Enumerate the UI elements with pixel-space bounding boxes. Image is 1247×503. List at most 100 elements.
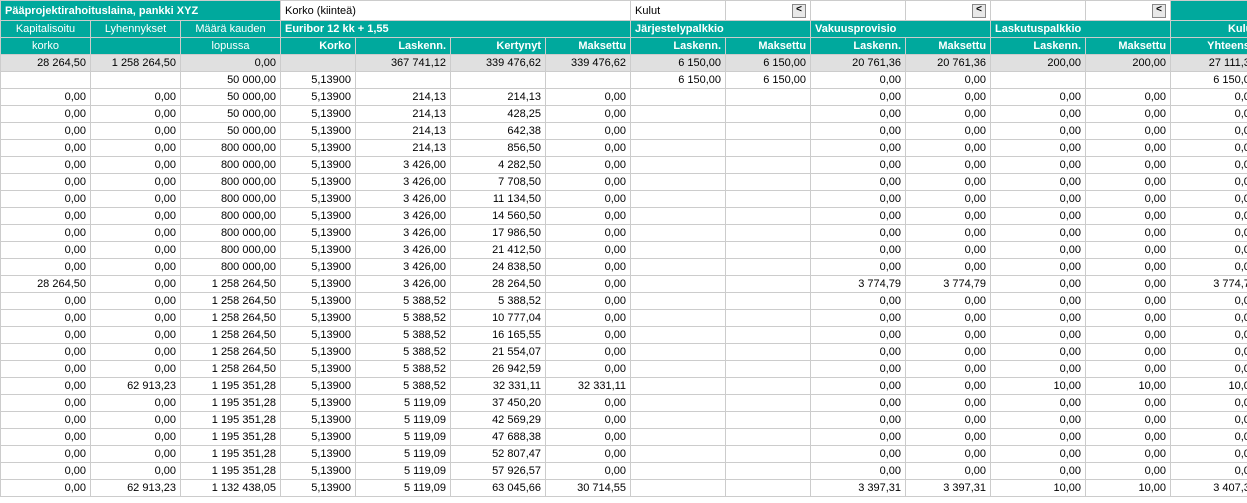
- data-cell[interactable]: [726, 361, 811, 378]
- data-cell[interactable]: 3 426,00: [356, 225, 451, 242]
- data-cell[interactable]: 0,00: [811, 463, 906, 480]
- data-cell[interactable]: 5,13900: [281, 106, 356, 123]
- data-cell[interactable]: 0,00: [91, 395, 181, 412]
- data-cell[interactable]: 0,00: [1086, 361, 1171, 378]
- data-cell[interactable]: 16 165,55: [451, 327, 546, 344]
- data-cell[interactable]: 0,00: [906, 225, 991, 242]
- data-cell[interactable]: 0,00: [1, 242, 91, 259]
- data-cell[interactable]: 0,00: [1, 140, 91, 157]
- data-cell[interactable]: [631, 361, 726, 378]
- data-cell[interactable]: 0,00: [991, 259, 1086, 276]
- data-cell[interactable]: [726, 395, 811, 412]
- data-cell[interactable]: 0,00: [1086, 344, 1171, 361]
- data-cell[interactable]: [631, 344, 726, 361]
- data-cell[interactable]: 1 258 264,50: [181, 310, 281, 327]
- data-cell[interactable]: 0,00: [546, 191, 631, 208]
- data-cell[interactable]: 0,00: [91, 293, 181, 310]
- data-cell[interactable]: 0,00: [991, 412, 1086, 429]
- data-cell[interactable]: 6 150,00: [726, 72, 811, 89]
- data-cell[interactable]: 5,13900: [281, 191, 356, 208]
- data-cell[interactable]: 57 926,57: [451, 463, 546, 480]
- data-cell[interactable]: 5 388,52: [356, 293, 451, 310]
- data-cell[interactable]: 5,13900: [281, 361, 356, 378]
- data-cell[interactable]: 11 134,50: [451, 191, 546, 208]
- data-cell[interactable]: 0,00: [811, 310, 906, 327]
- data-cell[interactable]: 0,00: [1171, 310, 1247, 327]
- data-cell[interactable]: 0,00: [91, 123, 181, 140]
- data-cell[interactable]: 0,00: [1171, 463, 1247, 480]
- data-cell[interactable]: [631, 174, 726, 191]
- data-cell[interactable]: 0,00: [1, 208, 91, 225]
- data-cell[interactable]: 0,00: [91, 89, 181, 106]
- data-cell[interactable]: 0,00: [1086, 106, 1171, 123]
- data-cell[interactable]: 0,00: [1171, 446, 1247, 463]
- data-cell[interactable]: 0,00: [546, 174, 631, 191]
- data-cell[interactable]: 5 119,09: [356, 463, 451, 480]
- data-cell[interactable]: 0,00: [1171, 191, 1247, 208]
- data-cell[interactable]: 3 426,00: [356, 191, 451, 208]
- data-cell[interactable]: [546, 72, 631, 89]
- data-cell[interactable]: 0,00: [91, 191, 181, 208]
- data-cell[interactable]: 0,00: [546, 293, 631, 310]
- data-cell[interactable]: 0,00: [1171, 327, 1247, 344]
- data-cell[interactable]: 5 388,52: [356, 310, 451, 327]
- data-cell[interactable]: 800 000,00: [181, 259, 281, 276]
- data-cell[interactable]: 0,00: [811, 429, 906, 446]
- data-cell[interactable]: 0,00: [906, 310, 991, 327]
- data-cell[interactable]: 3 397,31: [811, 480, 906, 497]
- data-cell[interactable]: 0,00: [991, 327, 1086, 344]
- data-cell[interactable]: 0,00: [91, 361, 181, 378]
- data-cell[interactable]: 0,00: [991, 106, 1086, 123]
- data-cell[interactable]: 214,13: [451, 89, 546, 106]
- data-cell[interactable]: [631, 157, 726, 174]
- data-cell[interactable]: [726, 191, 811, 208]
- data-cell[interactable]: 0,00: [1086, 412, 1171, 429]
- data-cell[interactable]: 0,00: [546, 310, 631, 327]
- data-cell[interactable]: 0,00: [1, 259, 91, 276]
- data-cell[interactable]: 214,13: [356, 106, 451, 123]
- data-cell[interactable]: 0,00: [991, 157, 1086, 174]
- data-cell[interactable]: 0,00: [1, 293, 91, 310]
- data-cell[interactable]: 5,13900: [281, 89, 356, 106]
- collapse-icon[interactable]: <: [792, 4, 806, 18]
- data-cell[interactable]: 5,13900: [281, 463, 356, 480]
- data-cell[interactable]: 800 000,00: [181, 140, 281, 157]
- data-cell[interactable]: 3 426,00: [356, 174, 451, 191]
- data-cell[interactable]: 0,00: [546, 429, 631, 446]
- data-cell[interactable]: 0,00: [1086, 191, 1171, 208]
- data-cell[interactable]: 0,00: [906, 327, 991, 344]
- data-cell[interactable]: 0,00: [546, 157, 631, 174]
- data-cell[interactable]: 0,00: [1, 225, 91, 242]
- data-cell[interactable]: 0,00: [906, 395, 991, 412]
- data-cell[interactable]: 3 774,79: [906, 276, 991, 293]
- data-cell[interactable]: 5,13900: [281, 378, 356, 395]
- data-cell[interactable]: 28 264,50: [451, 276, 546, 293]
- data-cell[interactable]: [631, 140, 726, 157]
- data-cell[interactable]: 0,00: [1171, 106, 1247, 123]
- data-cell[interactable]: 5,13900: [281, 174, 356, 191]
- data-cell[interactable]: 800 000,00: [181, 242, 281, 259]
- data-cell[interactable]: 0,00: [546, 395, 631, 412]
- data-cell[interactable]: 0,00: [991, 276, 1086, 293]
- data-cell[interactable]: 0,00: [1171, 344, 1247, 361]
- data-cell[interactable]: 5,13900: [281, 208, 356, 225]
- data-cell[interactable]: [726, 310, 811, 327]
- data-cell[interactable]: 24 838,50: [451, 259, 546, 276]
- data-cell[interactable]: 5,13900: [281, 395, 356, 412]
- data-cell[interactable]: 0,00: [811, 327, 906, 344]
- data-cell[interactable]: 1 195 351,28: [181, 395, 281, 412]
- data-cell[interactable]: 5 388,52: [356, 327, 451, 344]
- data-cell[interactable]: 0,00: [91, 106, 181, 123]
- data-cell[interactable]: 0,00: [1, 157, 91, 174]
- data-cell[interactable]: 3 774,79: [811, 276, 906, 293]
- data-cell[interactable]: 0,00: [91, 446, 181, 463]
- data-cell[interactable]: 0,00: [906, 361, 991, 378]
- data-cell[interactable]: 10 777,04: [451, 310, 546, 327]
- data-cell[interactable]: [726, 446, 811, 463]
- data-cell[interactable]: 10,00: [1086, 378, 1171, 395]
- data-cell[interactable]: 0,00: [546, 361, 631, 378]
- data-cell[interactable]: 0,00: [1, 429, 91, 446]
- data-cell[interactable]: 856,50: [451, 140, 546, 157]
- data-cell[interactable]: 0,00: [546, 446, 631, 463]
- data-cell[interactable]: 32 331,11: [546, 378, 631, 395]
